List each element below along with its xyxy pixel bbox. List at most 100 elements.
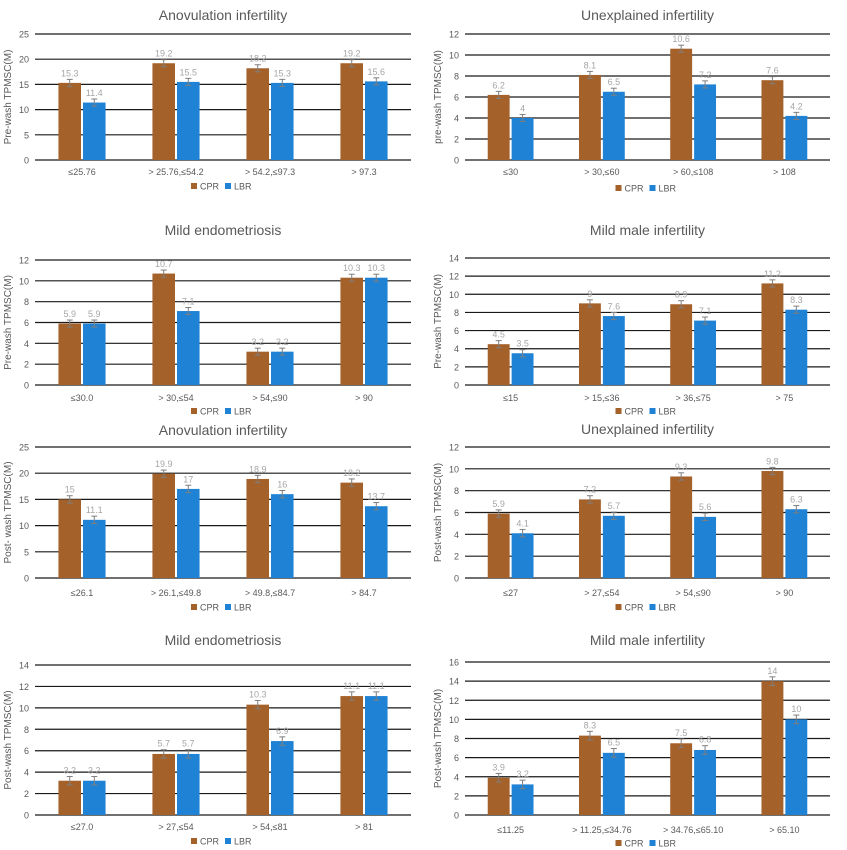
y-tick-label: 10 <box>449 464 459 474</box>
x-tick-label: > 90 <box>775 588 793 598</box>
bar-lbr <box>271 82 294 160</box>
bar-cpr <box>152 63 175 161</box>
bar-lbr <box>602 752 625 815</box>
bar-cpr <box>578 735 601 815</box>
bar-cpr <box>670 476 693 578</box>
x-tick-label: > 54,≤81 <box>252 822 287 832</box>
legend-label-lbr: LBR <box>659 184 677 194</box>
x-tick-label: > 27,≤54 <box>584 588 619 598</box>
y-tick-label: 12 <box>449 272 459 282</box>
x-tick-label: > 65.10 <box>769 825 799 835</box>
data-label: 7.1 <box>699 306 712 316</box>
y-tick-label: 2 <box>454 362 459 372</box>
bar-cpr <box>670 304 693 385</box>
legend-swatch-lbr <box>649 408 656 414</box>
y-tick-label: 6 <box>24 318 29 328</box>
x-tick-label: > 30,≤54 <box>158 393 193 403</box>
data-label: 19.2 <box>155 49 173 59</box>
legend-swatch-lbr <box>225 408 231 414</box>
y-axis-label: Post- wash TPMSC(M) <box>3 461 14 563</box>
bar-lbr <box>602 91 625 160</box>
data-label: 6.5 <box>608 738 621 748</box>
y-axis-label: pre-wash TPMSC(M) <box>433 50 444 144</box>
y-tick-label: 6 <box>454 326 459 336</box>
y-tick-label: 8 <box>24 725 29 735</box>
legend-swatch-cpr <box>191 604 197 610</box>
y-tick-label: 2 <box>454 552 459 562</box>
x-tick-label: ≤27 <box>503 588 518 598</box>
x-tick-label: > 90 <box>355 393 373 403</box>
legend-swatch-lbr <box>649 604 656 610</box>
legend-label-cpr: CPR <box>625 603 645 613</box>
bar-cpr <box>578 303 601 385</box>
data-label: 11.4 <box>86 88 103 98</box>
data-label: 10.3 <box>249 689 267 699</box>
bar-cpr <box>152 273 175 385</box>
data-label: 18.2 <box>249 54 267 64</box>
data-label: 8.9 <box>675 290 688 300</box>
chart-title: Anovulation infertility <box>159 422 287 438</box>
y-tick-label: 2 <box>454 791 459 801</box>
y-tick-label: 4 <box>454 114 459 124</box>
legend-swatch-cpr <box>615 185 622 191</box>
x-tick-label: ≤26.1 <box>71 588 93 598</box>
x-tick-label: > 75 <box>775 393 793 403</box>
chart-panel: Mild endometriosis Pre-wash TPMSC(M) 0 2 4 6 8… <box>3 222 411 417</box>
bar-lbr <box>785 115 808 160</box>
bar-cpr <box>670 48 693 161</box>
legend-swatch-lbr <box>649 840 656 846</box>
data-label: 5.9 <box>88 309 101 319</box>
y-tick-label: 10 <box>19 521 29 531</box>
chart-panel: Mild male infertility Pre-wash TPMSC(M) 0 2… <box>433 222 830 417</box>
data-label: 10.7 <box>155 259 173 269</box>
data-label: 4 <box>520 103 525 113</box>
y-tick-label: 10 <box>19 703 29 713</box>
data-label: 6.3 <box>790 495 803 505</box>
chart-panel: Mild male infertility Post-wash TPMSC(M) 0… <box>433 632 830 849</box>
y-tick-label: 10 <box>449 51 459 61</box>
y-tick-label: 2 <box>24 789 29 799</box>
y-axis-label: Pre-wash TPMSC(M) <box>433 274 444 369</box>
data-label: 3.2 <box>88 766 101 776</box>
data-label: 11.1 <box>368 681 385 691</box>
bar-lbr <box>177 81 200 160</box>
data-label: 11.1 <box>343 681 360 691</box>
bar-lbr <box>785 509 808 578</box>
bar-lbr <box>511 784 534 815</box>
bar-lbr <box>83 519 106 578</box>
data-label: 6.9 <box>276 726 289 736</box>
y-tick-label: 10 <box>19 276 29 286</box>
bar-cpr <box>578 74 601 160</box>
y-tick-label: 0 <box>454 811 459 821</box>
data-label: 17 <box>183 474 193 484</box>
data-label: 19.9 <box>155 459 173 469</box>
y-tick-label: 12 <box>449 443 459 453</box>
y-tick-label: 4 <box>454 530 459 540</box>
y-tick-label: 0 <box>454 156 459 166</box>
y-tick-label: 10 <box>19 105 29 115</box>
data-label: 7.1 <box>182 297 195 307</box>
data-label: 6.5 <box>608 77 621 87</box>
chart-panel: Unexplained infertility pre-wash TPMSC(M)… <box>433 7 830 194</box>
bar-lbr <box>785 309 808 385</box>
chart-panel: Anovulation infertility Pre-wash TPMSC(M)… <box>3 7 411 192</box>
y-axis-label: Post-wash TPMSC(M) <box>433 463 444 562</box>
y-tick-label: 8 <box>454 734 459 744</box>
bar-cpr <box>246 351 269 385</box>
data-label: 15.6 <box>368 67 386 77</box>
chart-panel: Mild endometriosis Post-wash TPMSC(M) 0 2 4 6… <box>3 632 411 847</box>
data-label: 5.7 <box>182 739 195 749</box>
x-tick-label: ≤11.25 <box>497 825 524 835</box>
y-tick-label: 0 <box>454 381 459 391</box>
chart-title: Mild male infertility <box>590 632 705 648</box>
bar-lbr <box>271 494 294 578</box>
data-label: 4.2 <box>790 101 803 111</box>
bar-lbr <box>177 311 200 385</box>
y-tick-label: 10 <box>449 290 459 300</box>
bar-lbr <box>83 102 106 160</box>
y-tick-label: 0 <box>454 574 459 584</box>
x-tick-label: > 54,≤90 <box>676 588 711 598</box>
bar-lbr <box>694 320 717 385</box>
x-tick-label: > 27,≤54 <box>158 822 193 832</box>
y-tick-label: 2 <box>24 360 29 370</box>
